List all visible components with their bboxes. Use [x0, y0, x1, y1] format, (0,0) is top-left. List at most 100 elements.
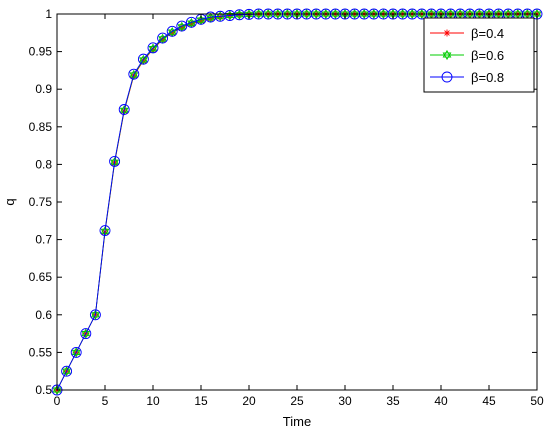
- hexagram-triangle: [52, 384, 62, 393]
- data-point: [176, 20, 188, 32]
- hexagram-triangle: [417, 8, 427, 17]
- hexagram-triangle: [302, 11, 312, 20]
- x-tick-label: 40: [434, 394, 448, 408]
- hexagram-triangle: [378, 11, 388, 20]
- hexagram-triangle: [206, 15, 216, 23]
- hexagram-triangle: [465, 8, 475, 17]
- hexagram-triangle: [522, 8, 532, 17]
- hexagram-triangle: [254, 11, 264, 20]
- data-point: [118, 104, 130, 115]
- hexagram-triangle: [71, 347, 81, 355]
- hexagram-triangle: [513, 11, 523, 20]
- hexagram-triangle: [407, 8, 417, 17]
- data-point: [157, 32, 169, 44]
- hexagram-triangle: [513, 8, 523, 17]
- hexagram-triangle: [388, 11, 398, 20]
- data-point: [81, 328, 91, 339]
- hexagram-triangle: [215, 11, 225, 19]
- hexagram-triangle: [378, 8, 388, 17]
- hexagram-triangle: [407, 11, 417, 20]
- legend-entry: β=0.6: [430, 48, 504, 63]
- hexagram-triangle: [503, 11, 513, 20]
- y-tick-label: 0.65: [29, 270, 53, 284]
- hexagram-triangle: [369, 8, 379, 17]
- data-point: [465, 8, 475, 20]
- hexagram-triangle: [273, 11, 283, 20]
- hexagram-triangle: [446, 8, 456, 17]
- hexagram-triangle: [321, 11, 331, 20]
- x-tick-label: 10: [146, 394, 160, 408]
- hexagram-triangle: [350, 8, 360, 17]
- x-tick-label: 15: [194, 394, 208, 408]
- data-point: [417, 8, 427, 20]
- hexagram-triangle: [148, 43, 158, 52]
- y-tick-label: 0.75: [29, 195, 53, 209]
- hexagram-triangle: [359, 11, 369, 20]
- hexagram-triangle: [465, 11, 475, 20]
- hexagram-triangle: [321, 8, 331, 17]
- x-tick-label: 35: [386, 394, 400, 408]
- legend-entry: β=0.4: [430, 26, 504, 41]
- legend-marker: [443, 29, 451, 37]
- y-tick-label: 0.55: [29, 345, 53, 359]
- hexagram-triangle: [225, 12, 235, 21]
- data-point: [62, 366, 72, 377]
- hexagram-triangle: [62, 366, 72, 374]
- data-point: [330, 8, 340, 20]
- hexagram-triangle: [398, 11, 408, 20]
- hexagram-triangle: [263, 8, 273, 17]
- data-point: [398, 8, 408, 20]
- data-point: [407, 8, 417, 20]
- data-point: [369, 8, 379, 20]
- legend-marker: [441, 71, 453, 83]
- data-point: [446, 8, 456, 20]
- hexagram-triangle: [177, 24, 187, 32]
- y-tick-label: 0.8: [35, 157, 52, 171]
- hexagram-triangle: [138, 54, 148, 63]
- data-point: [89, 309, 101, 321]
- hexagram-triangle: [138, 57, 148, 65]
- data-point: [254, 8, 264, 20]
- hexagram-triangle: [330, 8, 340, 17]
- hexagram-triangle: [273, 8, 283, 17]
- hexagram-triangle: [503, 8, 513, 17]
- hexagram-triangle: [129, 72, 139, 81]
- hexagram-triangle: [292, 11, 302, 20]
- data-point: [359, 8, 369, 20]
- hexagram-triangle: [311, 8, 321, 17]
- hexagram-triangle: [244, 11, 254, 20]
- data-point: [263, 8, 273, 20]
- data-point: [166, 25, 178, 37]
- hexagram-triangle: [426, 8, 436, 17]
- hexagram-triangle: [446, 11, 456, 20]
- hexagram-triangle: [282, 11, 292, 20]
- data-point: [61, 365, 73, 377]
- hexagram-triangle: [369, 11, 379, 20]
- data-point: [80, 328, 92, 340]
- hexagram-triangle: [359, 8, 369, 17]
- hexagram-triangle: [522, 11, 532, 20]
- hexagram-triangle: [484, 11, 494, 20]
- hexagram-triangle: [119, 105, 129, 113]
- x-tick-label: 25: [290, 394, 304, 408]
- hexagram-triangle: [442, 49, 452, 58]
- y-tick-label: 0.85: [29, 120, 53, 134]
- y-tick-label: 1: [45, 7, 52, 21]
- hexagram-triangle: [442, 52, 452, 61]
- y-axis-label: q: [2, 198, 17, 205]
- data-point: [147, 42, 159, 54]
- hexagram-triangle: [90, 309, 100, 318]
- legend-entry: β=0.8: [430, 70, 504, 85]
- hexagram-triangle: [71, 349, 81, 358]
- hexagram-triangle: [532, 11, 542, 20]
- data-point: [378, 8, 388, 20]
- hexagram-triangle: [455, 8, 465, 17]
- hexagram-triangle: [167, 26, 177, 35]
- data-point: [70, 346, 82, 358]
- data-point: [302, 8, 312, 20]
- hexagram-triangle: [330, 11, 340, 20]
- legend-label: β=0.6: [471, 48, 504, 63]
- hexagram-triangle: [81, 331, 91, 339]
- hexagram-triangle: [426, 11, 436, 20]
